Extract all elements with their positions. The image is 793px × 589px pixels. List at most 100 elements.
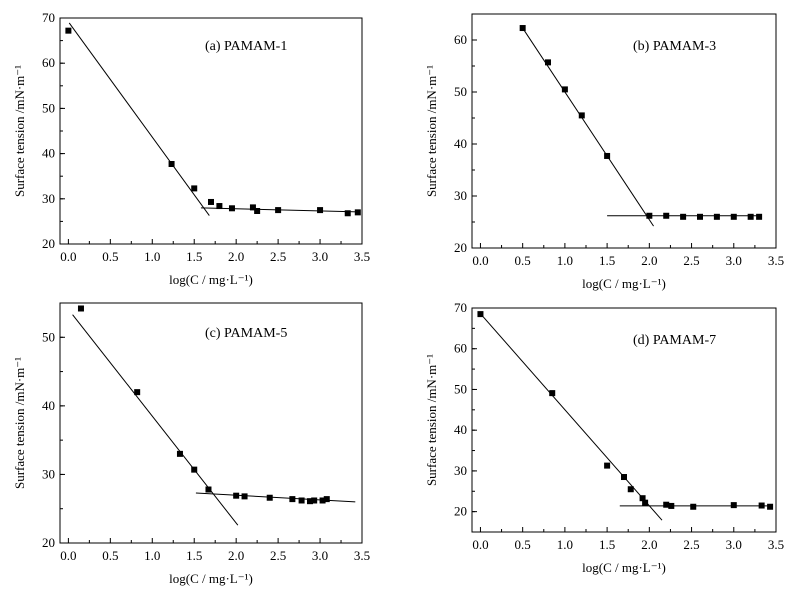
data-point — [477, 311, 484, 318]
data-point — [77, 305, 84, 312]
x-tick-label: 1.5 — [599, 537, 615, 552]
x-tick-label: 3.0 — [312, 548, 328, 563]
data-point — [241, 493, 248, 500]
x-tick-label: 0.0 — [60, 548, 76, 563]
y-tick-label: 60 — [454, 341, 467, 356]
data-point — [298, 497, 305, 504]
data-point — [216, 203, 223, 210]
data-point — [639, 495, 646, 502]
data-point — [646, 212, 653, 219]
data-point — [65, 27, 72, 34]
y-tick-label: 40 — [42, 398, 55, 413]
x-tick-label: 1.0 — [144, 249, 160, 264]
x-tick-label: 2.5 — [683, 253, 699, 268]
x-axis-title: log(C / mg·L⁻¹) — [582, 276, 666, 291]
y-tick-label: 40 — [42, 146, 55, 161]
data-point — [756, 213, 763, 220]
data-point — [275, 207, 282, 214]
y-tick-label: 50 — [454, 84, 467, 99]
data-point — [228, 205, 235, 212]
data-point — [311, 497, 318, 504]
data-point — [205, 486, 212, 493]
chart-panel-2: 0.0 0.5 1.0 1.5 2.0 2.5 3.0 3.5 20 30 40 50 60 (b) PA… — [424, 13, 784, 291]
y-tick-label: 20 — [42, 535, 55, 550]
data-point — [730, 502, 737, 509]
panel-label: (b) PAMAM-3 — [633, 39, 716, 54]
data-point — [249, 204, 256, 211]
y-tick-label: 30 — [454, 188, 467, 203]
x-tick-label: 3.5 — [354, 548, 370, 563]
y-tick-label: 20 — [454, 240, 467, 255]
panel-label: (a) PAMAM-1 — [205, 39, 287, 54]
x-tick-label: 2.5 — [683, 537, 699, 552]
y-tick-label: 20 — [454, 504, 467, 519]
y-tick-label: 40 — [454, 136, 467, 151]
y-tick-label: 50 — [42, 100, 55, 115]
x-tick-label: 2.0 — [228, 249, 244, 264]
y-tick-label: 30 — [42, 466, 55, 481]
y-tick-label: 30 — [42, 191, 55, 206]
x-tick-label: 0.0 — [472, 537, 488, 552]
plot-frame — [59, 302, 363, 544]
data-point — [668, 502, 675, 509]
x-tick-label: 2.0 — [641, 253, 657, 268]
data-point — [254, 208, 261, 215]
data-point — [306, 498, 313, 505]
data-point — [663, 501, 670, 508]
chart-panel-3: 0.0 0.5 1.0 1.5 2.0 2.5 3.0 3.5 20 30 40 50 (c) PAMA… — [12, 302, 370, 586]
x-tick-label: 0.5 — [515, 537, 531, 552]
data-point — [317, 207, 324, 214]
data-point — [319, 497, 326, 504]
data-point — [690, 503, 697, 510]
y-tick-label: 20 — [42, 236, 55, 251]
y-tick-label: 30 — [454, 463, 467, 478]
x-tick-label: 0.0 — [60, 249, 76, 264]
data-point — [747, 213, 754, 220]
data-point — [266, 494, 273, 501]
data-point — [191, 466, 198, 473]
x-tick-label: 2.0 — [641, 537, 657, 552]
data-point — [323, 496, 330, 503]
x-tick-label: 1.0 — [557, 253, 573, 268]
data-point — [168, 160, 175, 167]
x-tick-label: 3.5 — [354, 249, 370, 264]
data-point — [191, 185, 198, 192]
fit-line — [195, 492, 356, 503]
data-point — [233, 492, 240, 499]
fit-line — [68, 22, 210, 216]
fit-line — [480, 313, 663, 521]
data-point — [354, 209, 361, 216]
x-axis-title: log(C / mg·L⁻¹) — [582, 560, 666, 575]
x-tick-label: 3.0 — [726, 253, 742, 268]
data-point — [561, 86, 568, 93]
data-point — [545, 59, 551, 66]
x-tick-label: 2.5 — [270, 548, 286, 563]
x-tick-label: 2.0 — [228, 548, 244, 563]
data-point — [621, 474, 627, 481]
data-point — [134, 389, 141, 396]
data-point — [642, 499, 649, 506]
x-axis-title: log(C / mg·L⁻¹) — [169, 571, 253, 586]
fit-line — [522, 27, 654, 227]
y-axis-title: Surface tension /mN·m⁻¹ — [12, 65, 27, 197]
data-point — [519, 25, 526, 32]
plot-frame — [471, 13, 777, 249]
x-tick-label: 1.0 — [144, 548, 160, 563]
data-point — [697, 213, 703, 220]
y-tick-label: 70 — [454, 300, 467, 315]
x-tick-label: 1.0 — [557, 537, 573, 552]
data-point — [730, 213, 737, 220]
x-tick-label: 3.5 — [768, 537, 784, 552]
data-point — [758, 502, 765, 509]
x-tick-label: 1.5 — [599, 253, 615, 268]
y-tick-label: 70 — [42, 10, 55, 25]
data-point — [344, 210, 351, 217]
x-tick-label: 3.0 — [726, 537, 742, 552]
x-tick-label: 1.5 — [186, 548, 202, 563]
data-point — [176, 450, 183, 457]
x-tick-label: 0.5 — [515, 253, 531, 268]
y-axis-title: Surface tension /mN·m⁻¹ — [424, 65, 439, 197]
data-point — [208, 198, 214, 205]
x-tick-label: 3.5 — [768, 253, 784, 268]
